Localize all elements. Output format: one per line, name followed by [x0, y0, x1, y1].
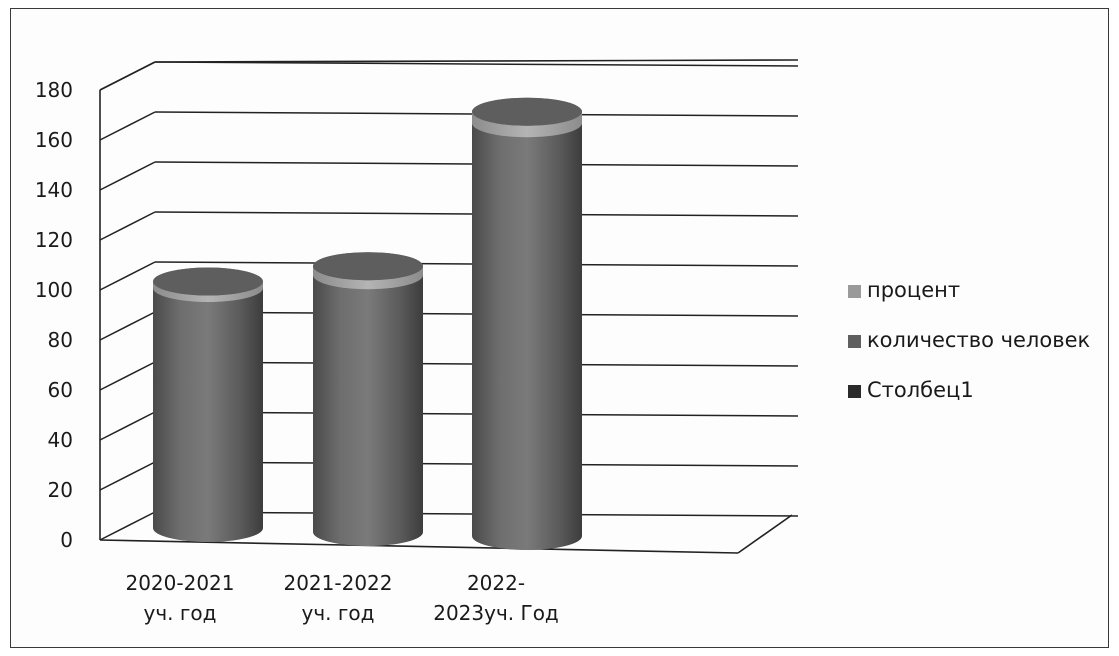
- x-category-label-line: 2023уч. Год: [433, 601, 559, 625]
- legend-swatch: [848, 335, 861, 348]
- legend-swatch: [848, 285, 861, 298]
- y-tick-label: 160: [35, 128, 73, 152]
- gridline-diagonal: [99, 61, 156, 91]
- gridline-diagonal: [99, 111, 156, 141]
- bar-body: [472, 123, 582, 536]
- bar-top-face: [153, 267, 263, 296]
- gridline-diagonal: [99, 211, 156, 241]
- x-category-label: 2022- 2023уч. Год: [433, 571, 559, 625]
- gridline-diagonal: [99, 411, 156, 441]
- bar-base: [153, 514, 263, 542]
- y-axis-ticks: 0 20 40 60 80 100 120 140 160 180: [35, 78, 73, 552]
- legend-entry: процент: [867, 278, 960, 302]
- bar-body: [313, 275, 423, 532]
- bar-2: [313, 252, 423, 546]
- bar-1: [153, 267, 263, 542]
- gridline-diagonal: [99, 161, 156, 191]
- bar-top-face: [472, 97, 582, 126]
- y-tick-label: 140: [35, 178, 73, 202]
- gridline: [154, 61, 799, 67]
- legend: процент количество человек Столбец1: [848, 278, 1090, 402]
- y-tick-label: 80: [48, 328, 73, 352]
- bar-body: [153, 288, 263, 528]
- gridline-diagonal: [99, 511, 156, 541]
- y-tick-label: 180: [35, 78, 73, 102]
- y-tick-label: 20: [48, 478, 73, 502]
- gridline-diagonal: [99, 361, 156, 391]
- legend-entry: количество человек: [867, 328, 1090, 352]
- legend-swatch: [848, 385, 861, 398]
- x-category-label-line: 2020-2021: [125, 571, 234, 595]
- x-category-label: 2021-2022 уч. год: [283, 571, 392, 625]
- y-tick-label: 0: [60, 528, 73, 552]
- bar-base: [313, 518, 423, 546]
- bar-top-face: [313, 252, 423, 281]
- x-category-label-line: 2022-: [467, 571, 525, 595]
- y-tick-label: 40: [48, 428, 73, 452]
- x-category-label-line: уч. год: [302, 601, 375, 625]
- bar-3: [472, 97, 582, 550]
- y-tick-label: 100: [35, 278, 73, 302]
- bars: [153, 97, 582, 550]
- gridline-diagonal: [99, 261, 156, 291]
- back-wall-top-edge: [154, 59, 799, 63]
- floor-right-edge: [737, 514, 793, 554]
- y-tick-label: 120: [35, 228, 73, 252]
- y-tick-label: 60: [48, 378, 73, 402]
- x-category-label: 2020-2021 уч. год: [125, 571, 234, 625]
- legend-entry: Столбец1: [867, 378, 974, 402]
- gridline-diagonal: [99, 311, 156, 341]
- floor-front-edge: [99, 539, 739, 554]
- x-category-label-line: 2021-2022: [283, 571, 392, 595]
- x-category-label-line: уч. год: [144, 601, 217, 625]
- bar-base: [472, 522, 582, 550]
- gridline-diagonal: [99, 461, 156, 491]
